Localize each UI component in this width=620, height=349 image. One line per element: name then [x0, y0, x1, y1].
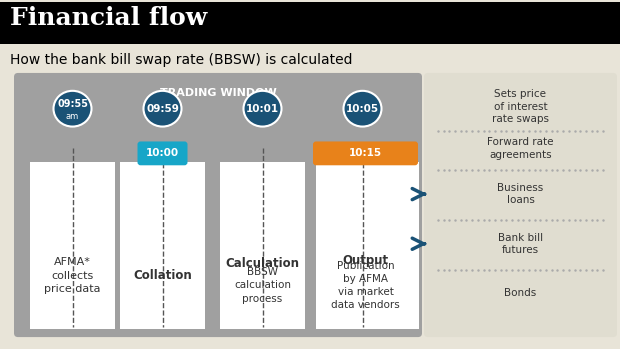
FancyBboxPatch shape — [220, 162, 305, 329]
FancyBboxPatch shape — [138, 141, 187, 165]
FancyBboxPatch shape — [313, 141, 418, 165]
FancyBboxPatch shape — [30, 162, 115, 329]
Text: Financial flow: Financial flow — [10, 6, 207, 30]
Ellipse shape — [53, 91, 92, 127]
Text: 10:15: 10:15 — [349, 148, 382, 158]
Text: Sets price
of interest
rate swaps: Sets price of interest rate swaps — [492, 89, 549, 124]
Ellipse shape — [343, 91, 381, 127]
Text: 09:55: 09:55 — [57, 99, 88, 109]
Text: Business
loans: Business loans — [497, 183, 544, 205]
Text: Forward rate
agreements: Forward rate agreements — [487, 137, 554, 159]
Text: 09:59: 09:59 — [146, 104, 179, 114]
Text: 10:05: 10:05 — [346, 104, 379, 114]
FancyBboxPatch shape — [120, 162, 205, 329]
Ellipse shape — [244, 91, 281, 127]
Text: am: am — [66, 112, 79, 121]
Text: Bonds: Bonds — [505, 288, 537, 298]
Text: Collation: Collation — [133, 269, 192, 282]
Text: Publication
by AFMA
via market
data vendors: Publication by AFMA via market data vend… — [331, 261, 400, 310]
Text: BBSW
calculation
process: BBSW calculation process — [234, 267, 291, 304]
Text: How the bank bill swap rate (BBSW) is calculated: How the bank bill swap rate (BBSW) is ca… — [10, 53, 353, 67]
Ellipse shape — [143, 91, 182, 127]
Text: Calculation: Calculation — [226, 257, 299, 270]
Text: AFMA*
collects
price data: AFMA* collects price data — [44, 257, 100, 294]
FancyBboxPatch shape — [316, 162, 419, 329]
Text: TRADING WINDOW: TRADING WINDOW — [159, 88, 277, 98]
FancyBboxPatch shape — [0, 2, 620, 44]
Text: 10:01: 10:01 — [246, 104, 279, 114]
Text: 10:00: 10:00 — [146, 148, 179, 158]
Text: Bank bill
futures: Bank bill futures — [498, 232, 543, 255]
FancyBboxPatch shape — [14, 73, 422, 337]
Text: Output: Output — [342, 254, 389, 267]
FancyBboxPatch shape — [424, 73, 617, 337]
